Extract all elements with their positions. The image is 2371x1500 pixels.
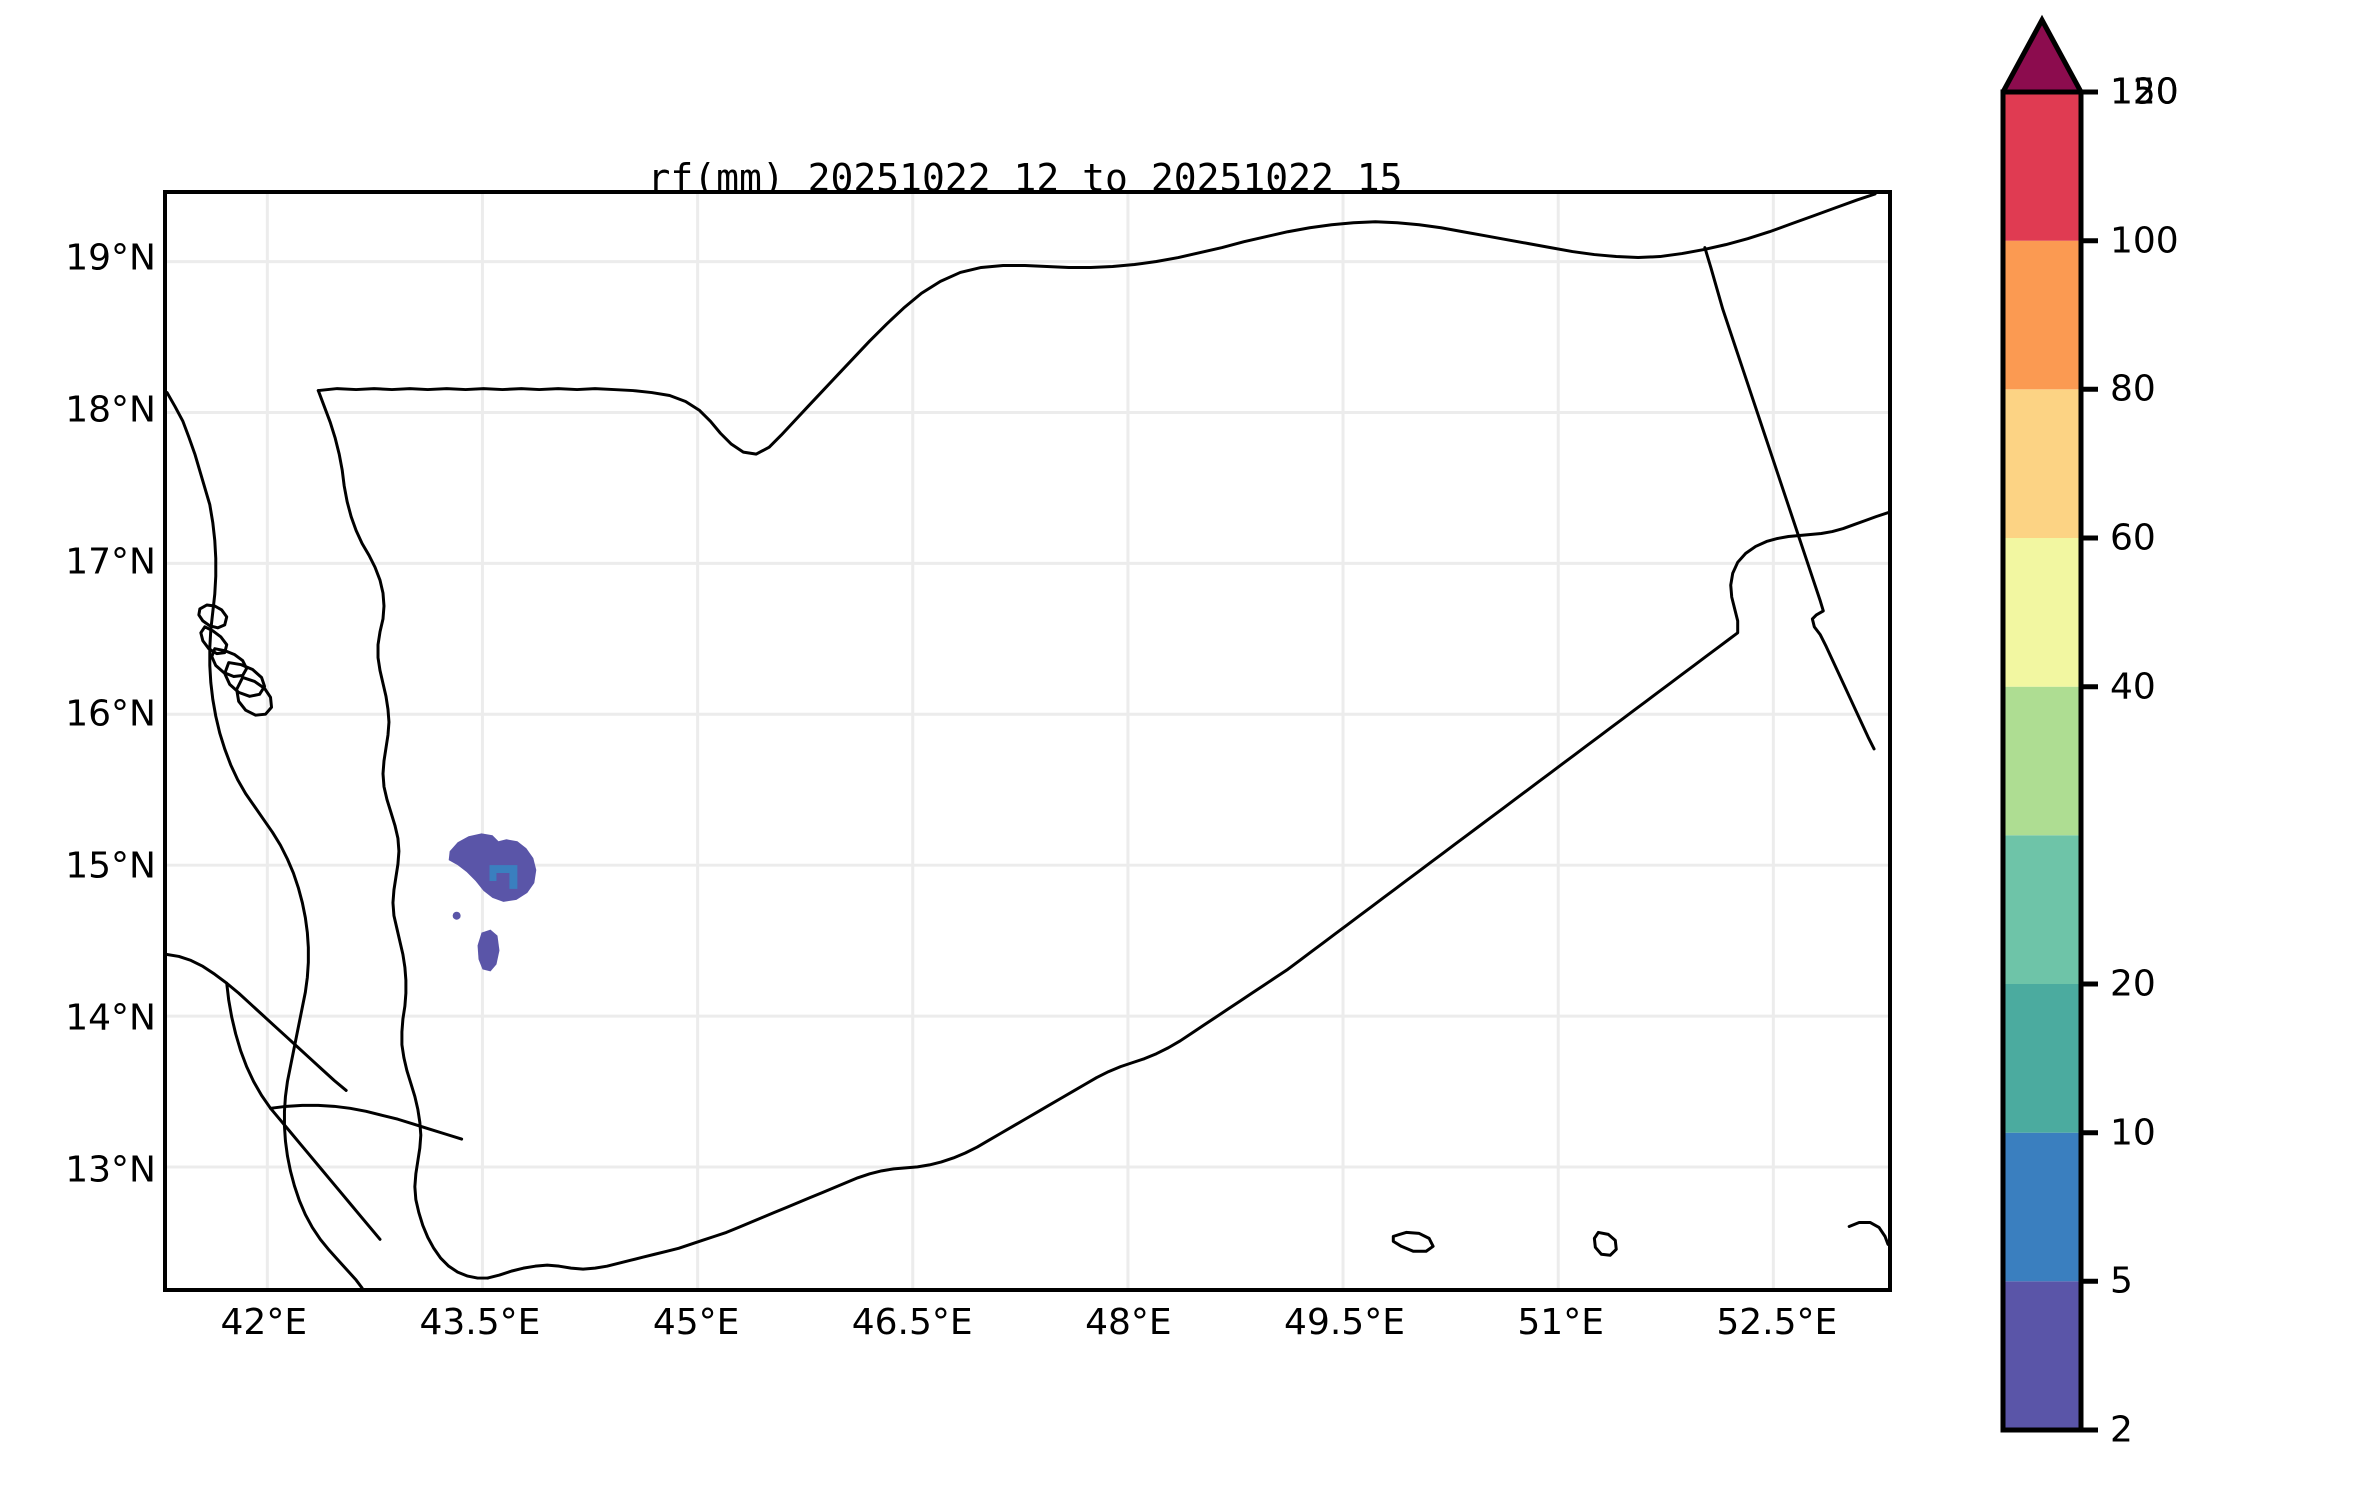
xtick-label-48E: 48°E — [1085, 1302, 1172, 1343]
colorbar-band-100-120 — [2003, 240, 2081, 390]
coastline-island-5 — [235, 675, 274, 717]
colorbar-frame — [2000, 89, 2084, 1433]
rainfall-patch-core — [489, 865, 518, 889]
coastline-layer — [167, 194, 1888, 1288]
border-africa-1 — [225, 981, 382, 1241]
cbar-label-150: 150 — [2110, 71, 2179, 113]
coastline-island-3 — [210, 647, 249, 678]
xtick-label-51E: 51°E — [1517, 1302, 1604, 1343]
ytick-label-13N: 13°N — [65, 1149, 156, 1191]
colorbar-arrow-outline — [2000, 14, 2084, 94]
cbar-label-40: 40 — [2110, 666, 2156, 708]
coastline-island-1 — [197, 603, 229, 630]
coastline-africa-south — [167, 952, 348, 1092]
coastline-island-4 — [223, 661, 267, 698]
coastline-west-left — [167, 391, 364, 1288]
coastline-yemen-west — [316, 389, 490, 1280]
colorbar-band-80-100 — [2003, 389, 2081, 538]
ytick-label-17N: 17°N — [65, 541, 156, 583]
map-plot-area[interactable] — [163, 190, 1892, 1292]
ytick-label-15N: 15°N — [65, 845, 156, 887]
ytick-label-19N: 19°N — [65, 237, 156, 279]
colorbar-band-5-10 — [2003, 1132, 2081, 1282]
border-yemen-east — [1703, 246, 1876, 751]
coastline-island-small-right — [1592, 1230, 1618, 1257]
ytick-label-16N: 16°N — [65, 693, 156, 735]
colorbar-ticks — [2081, 89, 2098, 1433]
colorbar-band-120-150 — [2003, 92, 2081, 241]
cbar-label-20: 20 — [2110, 963, 2156, 1005]
colorbar-band-60-80 — [2003, 538, 2081, 687]
colorbar-svg — [2000, 14, 2098, 1433]
cbar-label-120: 120 — [2110, 71, 2179, 113]
xtick-label-46p5E: 46.5°E — [851, 1302, 973, 1343]
colorbar[interactable] — [2000, 14, 2098, 1433]
cbar-label-2: 2 — [2110, 1409, 2133, 1451]
border-yemen-north — [316, 194, 1877, 456]
xtick-label-49p5E: 49.5°E — [1284, 1302, 1405, 1343]
cbar-label-100: 100 — [2110, 220, 2179, 262]
colorbar-band-40-60 — [2003, 686, 2081, 836]
cbar-label-5: 5 — [2110, 1260, 2133, 1302]
cbar-label-80: 80 — [2110, 368, 2156, 410]
colorbar-band-20-40 — [2003, 835, 2081, 984]
xtick-label-45E: 45°E — [652, 1302, 740, 1343]
colorbar-band-2-5 — [2003, 1281, 2081, 1430]
cbar-label-10: 10 — [2110, 1112, 2156, 1154]
rainfall-patch-south — [477, 929, 500, 972]
coastline-island-socotra — [1391, 1230, 1435, 1253]
xtick-label-42E: 42°E — [220, 1302, 308, 1343]
map-svg — [167, 194, 1888, 1288]
rainfall-contour-layer — [448, 833, 537, 972]
xtick-label-52p5E: 52.5°E — [1716, 1302, 1838, 1343]
border-africa-2 — [269, 1103, 464, 1141]
xtick-label-43p5E: 43.5°E — [419, 1302, 541, 1343]
rainfall-speck — [452, 911, 461, 920]
ytick-label-14N: 14°N — [65, 997, 156, 1039]
colorbar-over-arrow-icon — [2003, 20, 2081, 92]
cbar-label-60: 60 — [2110, 517, 2156, 559]
coastline-island-right-edge — [1847, 1220, 1888, 1246]
coastline-island-2 — [199, 625, 229, 656]
coastline-yemen-south — [486, 511, 1888, 1280]
colorbar-band-10-20 — [2003, 984, 2081, 1133]
ytick-label-18N: 18°N — [65, 389, 156, 431]
